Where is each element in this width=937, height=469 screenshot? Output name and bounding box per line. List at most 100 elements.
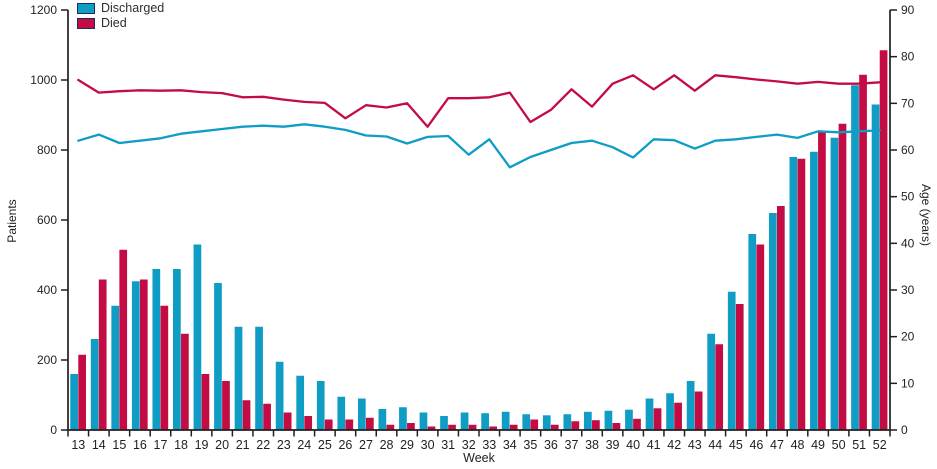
bar-discharged-week-16 (131, 281, 140, 430)
x-tick-label: 35 (523, 438, 537, 452)
bar-died-week-47 (776, 206, 785, 430)
x-tick-label: 16 (133, 438, 147, 452)
x-tick-label: 44 (708, 438, 722, 452)
bar-discharged-week-42 (666, 393, 674, 430)
bar-died-week-24 (304, 416, 313, 430)
bar-died-week-44 (715, 344, 724, 430)
bar-died-week-49 (818, 130, 826, 430)
bar-discharged-week-25 (316, 381, 325, 430)
x-tick-label: 20 (215, 438, 229, 452)
x-tick-label: 19 (195, 438, 209, 452)
x-tick-label: 33 (482, 438, 496, 452)
y-right-tick-label: 40 (901, 236, 915, 250)
bar-died-week-17 (160, 305, 169, 430)
bar-discharged-week-28 (378, 409, 387, 430)
bar-discharged-week-50 (830, 137, 839, 430)
bar-died-week-50 (838, 123, 847, 430)
bar-died-week-30 (427, 426, 436, 430)
x-tick-label: 51 (852, 438, 866, 452)
y-left-tick-label: 400 (37, 283, 57, 297)
bar-discharged-week-22 (255, 326, 263, 430)
bar-died-week-21 (242, 400, 251, 430)
x-tick-label: 22 (256, 438, 270, 452)
bar-discharged-week-14 (90, 339, 99, 430)
bar-discharged-week-51 (851, 85, 859, 430)
x-tick-label: 31 (441, 438, 455, 452)
bar-died-week-41 (653, 408, 662, 430)
x-tick-label: 47 (770, 438, 784, 452)
y-left-tick-label: 0 (50, 423, 57, 437)
bar-died-week-28 (386, 424, 395, 430)
bar-died-week-13 (78, 354, 86, 430)
bar-died-week-19 (201, 374, 210, 430)
bar-discharged-week-30 (419, 412, 428, 430)
x-tick-label: 17 (154, 438, 168, 452)
x-tick-label: 48 (791, 438, 805, 452)
bar-discharged-week-15 (111, 305, 120, 430)
x-axis-title: Week (463, 451, 495, 465)
x-tick-label: 23 (277, 438, 291, 452)
x-tick-label: 46 (749, 438, 763, 452)
x-tick-label: 37 (565, 438, 579, 452)
bar-died-week-42 (674, 402, 682, 430)
bar-discharged-week-41 (645, 398, 654, 430)
x-tick-label: 28 (380, 438, 394, 452)
line-discharged-mean-age (77, 123, 881, 169)
x-tick-label: 18 (174, 438, 188, 452)
x-tick-label: 30 (421, 438, 435, 452)
x-tick-label: 45 (729, 438, 743, 452)
y-left-tick-label: 200 (37, 353, 57, 367)
x-tick-label: 27 (359, 438, 373, 452)
x-tick-label: 50 (832, 438, 846, 452)
bar-discharged-week-47 (768, 213, 777, 430)
x-tick-label: 52 (873, 438, 887, 452)
bar-died-week-27 (365, 417, 374, 430)
y-right-tick-label: 50 (901, 190, 915, 204)
bar-died-week-40 (633, 418, 641, 430)
bar-discharged-week-24 (296, 375, 305, 430)
y-right-tick-label: 30 (901, 283, 915, 297)
bar-died-week-29 (407, 423, 415, 430)
x-tick-label: 15 (112, 438, 126, 452)
bar-discharged-week-39 (604, 410, 613, 430)
y-right-tick-label: 60 (901, 143, 915, 157)
bar-discharged-week-49 (810, 151, 818, 430)
y-axis-right-title: Age (years) (919, 183, 933, 247)
y-right-tick-label: 80 (901, 50, 915, 64)
bar-died-week-46 (756, 244, 765, 430)
bar-died-week-34 (509, 424, 518, 430)
bar-died-week-37 (571, 421, 580, 430)
bar-discharged-week-29 (399, 407, 407, 430)
y-left-tick-label: 600 (37, 213, 57, 227)
bar-discharged-week-35 (522, 414, 531, 430)
x-tick-label: 24 (297, 438, 311, 452)
bar-discharged-week-46 (748, 234, 757, 430)
bar-died-week-25 (324, 419, 333, 430)
died-swatch (77, 17, 95, 29)
bar-discharged-week-17 (152, 269, 161, 430)
bar-discharged-week-18 (173, 269, 181, 430)
bar-died-week-31 (448, 424, 456, 430)
legend-item-discharged: Discharged (77, 2, 164, 14)
bar-died-week-48 (797, 158, 806, 430)
bar-died-week-14 (98, 279, 107, 430)
bar-discharged-week-31 (440, 416, 448, 430)
x-tick-label: 26 (338, 438, 352, 452)
bar-died-week-33 (489, 426, 497, 430)
legend-label-died: Died (101, 16, 127, 30)
bar-died-week-26 (345, 419, 354, 430)
y-right-tick-label: 10 (901, 376, 915, 390)
bar-died-week-43 (694, 391, 703, 430)
bar-died-week-32 (468, 424, 477, 430)
x-tick-label: 49 (811, 438, 825, 452)
bar-died-week-35 (530, 419, 539, 430)
x-tick-label: 38 (585, 438, 599, 452)
y-axis-left-title: Patients (5, 199, 19, 243)
bar-died-week-39 (612, 423, 621, 430)
bar-died-week-16 (139, 279, 148, 430)
bar-discharged-week-36 (542, 415, 551, 430)
y-right-tick-label: 0 (901, 423, 908, 437)
bar-discharged-week-33 (481, 413, 489, 430)
bar-discharged-week-21 (234, 326, 243, 430)
bar-discharged-week-26 (337, 396, 346, 430)
